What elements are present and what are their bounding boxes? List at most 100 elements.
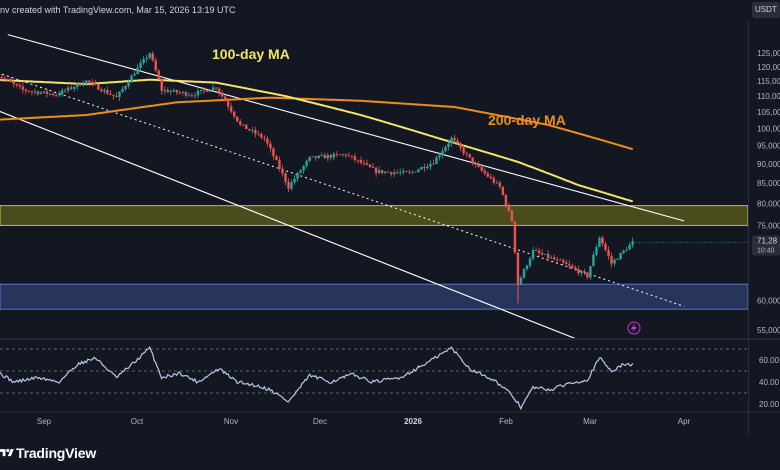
candle-body: [36, 91, 40, 94]
candle-body: [465, 153, 468, 155]
price-tick-label: 105,000.00: [757, 108, 780, 117]
symbol-currency-badge[interactable]: USDT: [752, 2, 780, 18]
candle-body: [543, 253, 547, 255]
candle-body: [504, 194, 508, 206]
candle-body: [329, 155, 332, 158]
candle-body: [441, 151, 444, 156]
candle-body: [389, 172, 393, 175]
candle-body: [232, 111, 236, 117]
time-tick-label: Sep: [37, 417, 52, 426]
candle-body: [414, 171, 417, 173]
candle-body: [3, 78, 6, 80]
candle-body: [338, 154, 342, 156]
candle-body: [540, 252, 544, 255]
price-tick-label: 85,000.00: [757, 179, 780, 188]
candle-body: [33, 91, 37, 93]
candle-body: [15, 83, 19, 86]
rsi-tick-label: 60.00: [759, 356, 780, 365]
candle-body: [311, 156, 314, 158]
candle-body: [371, 167, 375, 168]
candle-body: [405, 171, 408, 172]
candle-body: [136, 67, 139, 75]
price-tick-label: 120,000.00: [757, 63, 780, 72]
rsi-pane[interactable]: [0, 345, 748, 410]
candle-body: [568, 264, 571, 266]
candle-body: [88, 80, 91, 83]
candle-body: [486, 173, 489, 177]
candle-body: [187, 95, 191, 97]
time-tick-label: Feb: [499, 417, 513, 426]
candle-body: [314, 156, 317, 159]
current-price-badge: 71,28 10:40: [752, 235, 780, 256]
candle-body: [386, 171, 390, 173]
candle-body: [284, 173, 287, 182]
current-price-value: 71,28: [757, 237, 778, 246]
candle-body: [229, 106, 233, 112]
candle-body: [489, 176, 492, 179]
candle-body: [248, 129, 251, 131]
candle-body: [368, 164, 372, 168]
ma200-line: [0, 96, 634, 151]
ma100-line: [0, 78, 634, 203]
candle-body: [0, 77, 3, 79]
candle-body: [549, 257, 553, 259]
candle-body: [613, 259, 616, 264]
candle-body: [607, 249, 610, 257]
price-pane[interactable]: [0, 34, 748, 346]
candle-body: [139, 63, 142, 68]
candle-body: [251, 129, 254, 131]
bar-countdown: 10:40: [757, 248, 775, 255]
candle-body: [242, 124, 245, 126]
rsi-axis[interactable]: 60.00 40.00 20.00: [759, 356, 780, 409]
candle-body: [239, 121, 242, 125]
candle-body: [510, 210, 514, 222]
candle-body: [196, 91, 200, 96]
candle-body: [154, 60, 157, 71]
candle-body: [190, 95, 194, 97]
time-tick-label: Mar: [583, 417, 597, 426]
price-tick-label: 55,000.00: [757, 326, 780, 335]
price-tick-label: 95,000.00: [757, 142, 780, 151]
candle-body: [468, 154, 471, 158]
candle-body: [254, 129, 257, 134]
candle-body: [94, 82, 97, 85]
candle-body: [601, 237, 604, 244]
candle-body: [82, 84, 85, 86]
price-tick-label: 60,000.00: [757, 297, 780, 306]
candle-body: [275, 156, 278, 161]
candle-body: [6, 79, 9, 81]
tradingview-logo-icon: [0, 448, 14, 457]
channel-lower-line: [0, 110, 576, 338]
candle-body: [450, 137, 453, 144]
channel-upper-line: [7, 34, 685, 222]
candle-body: [281, 168, 284, 174]
ma100-annotation: 100-day MA: [212, 46, 290, 62]
candle-body: [100, 89, 103, 92]
candle-body: [245, 124, 248, 130]
candle-body: [474, 163, 477, 165]
candle-body: [396, 172, 399, 174]
candle-body: [145, 57, 148, 59]
candle-body: [438, 155, 441, 158]
time-axis[interactable]: Sep Oct Nov Dec 2026 Feb Mar Apr: [37, 417, 691, 426]
candle-body: [383, 171, 387, 173]
time-tick-label: Dec: [313, 417, 327, 426]
candle-body: [420, 167, 423, 170]
candle-body: [54, 95, 58, 96]
candle-body: [148, 53, 151, 58]
rsi-tick-label: 40.00: [759, 378, 780, 387]
candle-body: [236, 116, 239, 122]
candle-body: [175, 90, 179, 93]
candle-body: [60, 90, 64, 95]
candle-body: [27, 90, 31, 92]
candle-body: [263, 137, 266, 139]
price-axis[interactable]: 125,000.00 120,000.00 115,000.00 110,000.00…: [757, 49, 780, 335]
candle-body: [365, 163, 369, 165]
candle-body: [79, 83, 82, 86]
candle-body: [377, 170, 381, 174]
candle-body: [565, 262, 568, 265]
candle-body: [362, 162, 366, 164]
candle-body: [109, 93, 112, 95]
lightning-icon[interactable]: [627, 321, 641, 335]
